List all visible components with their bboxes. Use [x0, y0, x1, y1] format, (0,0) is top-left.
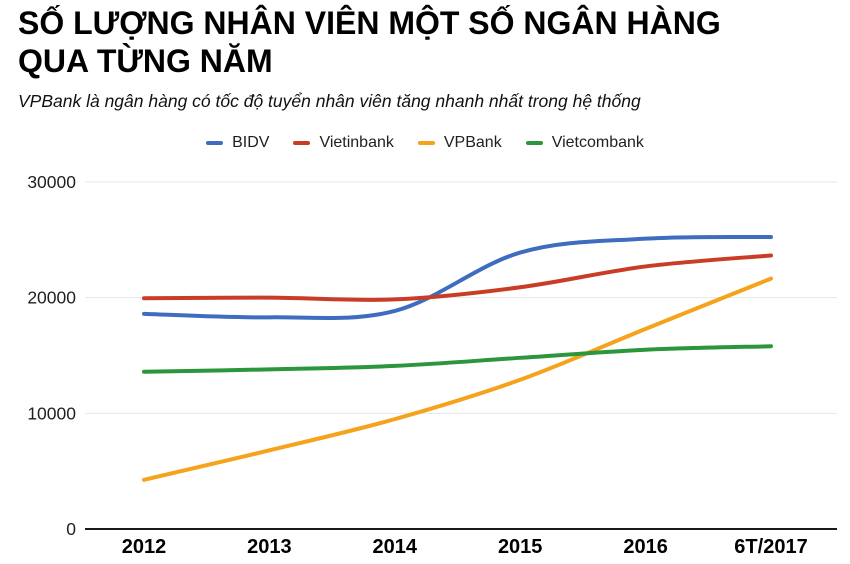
series-line-vietinbank — [142, 253, 773, 302]
legend-color-dash-icon — [417, 141, 435, 145]
x-axis-label: 2015 — [498, 536, 543, 558]
x-axis-label: 2013 — [247, 536, 292, 558]
y-axis-label: 30000 — [27, 172, 76, 192]
x-axis-label: 2012 — [122, 536, 167, 558]
legend-item-bidv: BIDV — [206, 134, 269, 152]
legend-item-label: Vietinbank — [319, 134, 394, 151]
series-line-vietcombank — [142, 344, 773, 374]
series-line-bidv — [142, 234, 773, 321]
x-axis-label: 2016 — [623, 536, 668, 558]
y-axis-label: 20000 — [27, 288, 76, 308]
y-axis-label: 10000 — [27, 403, 76, 423]
legend-item-vietinbank: Vietinbank — [293, 134, 394, 152]
legend-item-vietcombank: Vietcombank — [525, 134, 644, 152]
legend-color-dash-icon — [206, 141, 224, 145]
chart-subtitle: VPBank là ngân hàng có tốc độ tuyển nhân… — [18, 91, 641, 111]
x-axis-label: 2014 — [373, 536, 418, 558]
series-line-vpbank — [142, 276, 773, 482]
legend-item-label: BIDV — [232, 134, 270, 151]
legend-item-vpbank: VPBank — [417, 134, 502, 152]
legend-color-dash-icon — [525, 141, 543, 145]
x-axis-label: 6T/2017 — [734, 536, 807, 558]
page-title: SỐ LƯỢNG NHÂN VIÊN MỘT SỐ NGÂN HÀNG QUA … — [18, 4, 721, 80]
page-title-line1: SỐ LƯỢNG NHÂN VIÊN MỘT SỐ NGÂN HÀNG — [18, 5, 721, 41]
legend-item-label: Vietcombank — [551, 134, 644, 151]
chart-legend: BIDV Vietinbank VPBank Vietcombank — [0, 132, 850, 154]
legend-color-dash-icon — [293, 141, 311, 145]
page-title-line2: QUA TỪNG NĂM — [18, 43, 273, 79]
y-axis-label: 0 — [66, 519, 76, 539]
legend-item-label: VPBank — [443, 134, 502, 151]
